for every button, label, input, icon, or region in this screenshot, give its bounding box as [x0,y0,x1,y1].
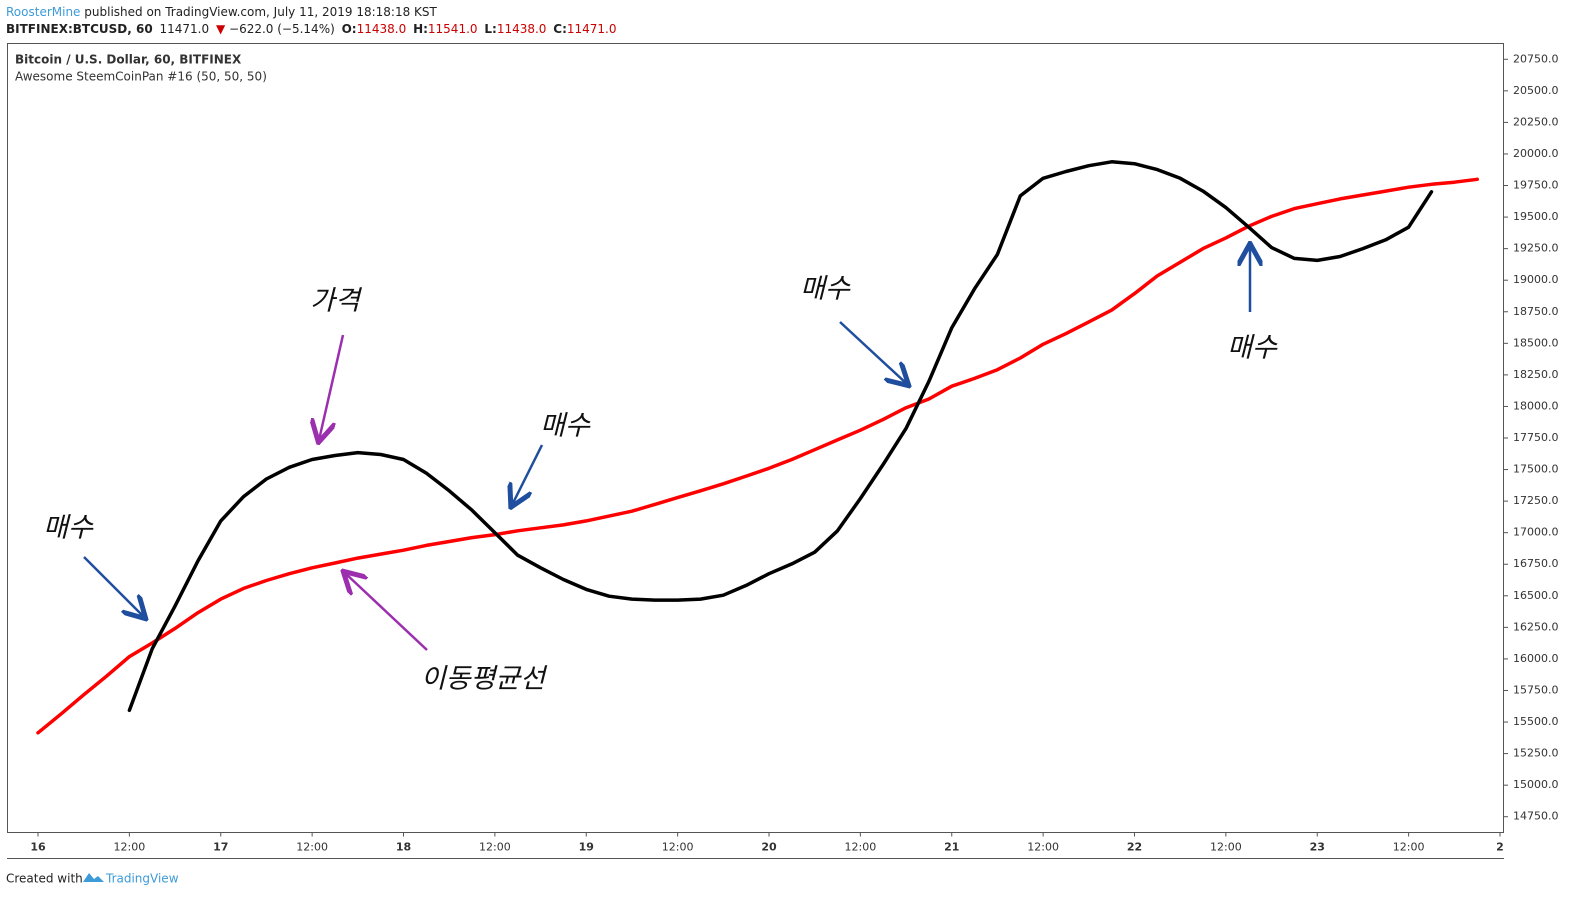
annotation: 매수 [800,274,851,305]
x-tick-label: 2 [1496,841,1504,854]
y-tick-label: 15750.0 [1513,683,1559,696]
legend-indicator: Awesome SteemCoinPan #16 (50, 50, 50) [15,70,267,84]
y-tick-label: 20000.0 [1513,147,1559,160]
y-tick-label: 19000.0 [1513,273,1559,286]
header-line-1: RoosterMine published on TradingView.com… [6,5,440,19]
annotation: 매수 [540,411,591,442]
y-tick-label: 18500.0 [1513,336,1559,349]
y-tick-label: 15000.0 [1513,778,1559,791]
y-tick-label: 15250.0 [1513,747,1559,760]
y-tick-label: 18250.0 [1513,368,1559,381]
annotation: 이동평균선 [421,664,548,695]
published: published on TradingView.com, July 11, 2… [84,5,437,19]
arrow [345,573,428,651]
y-tick-label: 16500.0 [1513,589,1559,602]
c: 11471.0 [566,22,617,36]
y-tick-label: 14750.0 [1513,810,1559,823]
y-tick-label: 15500.0 [1513,715,1559,728]
series-line [36,177,1479,735]
o: 11438.0 [356,22,407,36]
o-label: O: [341,22,357,36]
y-tick-label: 19750.0 [1513,179,1559,192]
h-label: H: [413,22,428,36]
annotation: 매수 [1227,333,1278,364]
x-tick-label: 18 [396,841,411,854]
x-tick-label: 12:00 [845,841,877,854]
y-tick-label: 16000.0 [1513,652,1559,665]
y-tick-label: 17750.0 [1513,431,1559,444]
x-tick-label: 12:00 [296,841,328,854]
series-line [127,160,1434,713]
l: 11438.0 [496,22,547,36]
y-tick-label: 16750.0 [1513,557,1559,570]
x-tick-label: 23 [1310,841,1325,854]
x-tick-label: 19 [579,841,594,854]
arrows [83,246,1250,651]
x-tick-label: 20 [761,841,777,854]
x-tick-label: 17 [213,841,228,854]
y-tick-label: 18750.0 [1513,305,1559,318]
y-tick-label: 20500.0 [1513,84,1559,97]
arrow [512,444,544,505]
author: RoosterMine [6,5,81,19]
header-line-2: BITFINEX:BTCUSD, 60 11471.0 ▼ −622.0 (−5… [6,22,620,36]
arrow [83,556,144,617]
plot-frame [7,43,1504,833]
annotation: 매수 [43,513,94,544]
change: −622.0 (−5.14%) [229,22,335,36]
footer-brand: TradingView [105,872,179,886]
x-tick-label: 12:00 [662,841,694,854]
c-label: C: [553,22,567,36]
h: 11541.0 [427,22,478,36]
y-tick-label: 19250.0 [1513,242,1559,255]
x-tick-label: 12:00 [479,841,511,854]
y-tick-label: 16250.0 [1513,620,1559,633]
legend-main: Bitcoin / U.S. Dollar, 60, BITFINEX [15,53,242,67]
arrow [839,321,907,384]
symbol: BITFINEX:BTCUSD, 60 [6,22,153,36]
x-tick-label: 12:00 [114,841,146,854]
footer-created: Created with [6,872,83,886]
y-tick-label: 19500.0 [1513,210,1559,223]
x-tick-label: 12:00 [1210,841,1242,854]
y-tick-label: 17500.0 [1513,463,1559,476]
y-tick-label: 17250.0 [1513,494,1559,507]
l-label: L: [484,22,497,36]
x-tick-label: 21 [944,841,959,854]
arrow [319,334,345,440]
y-tick-label: 20750.0 [1513,52,1559,65]
y-tick-label: 17000.0 [1513,526,1559,539]
x-tick-label: 12:00 [1027,841,1059,854]
y-tick-label: 20250.0 [1513,115,1559,128]
annotation: 가격 [310,286,363,317]
y-tick-label: 18000.0 [1513,399,1559,412]
x-tick-label: 22 [1127,841,1142,854]
x-tick-label: 16 [30,841,46,854]
last: 11471.0 [159,22,210,36]
brand-logo [83,873,104,882]
x-tick-label: 12:00 [1393,841,1425,854]
arrow: ▼ [215,22,226,36]
